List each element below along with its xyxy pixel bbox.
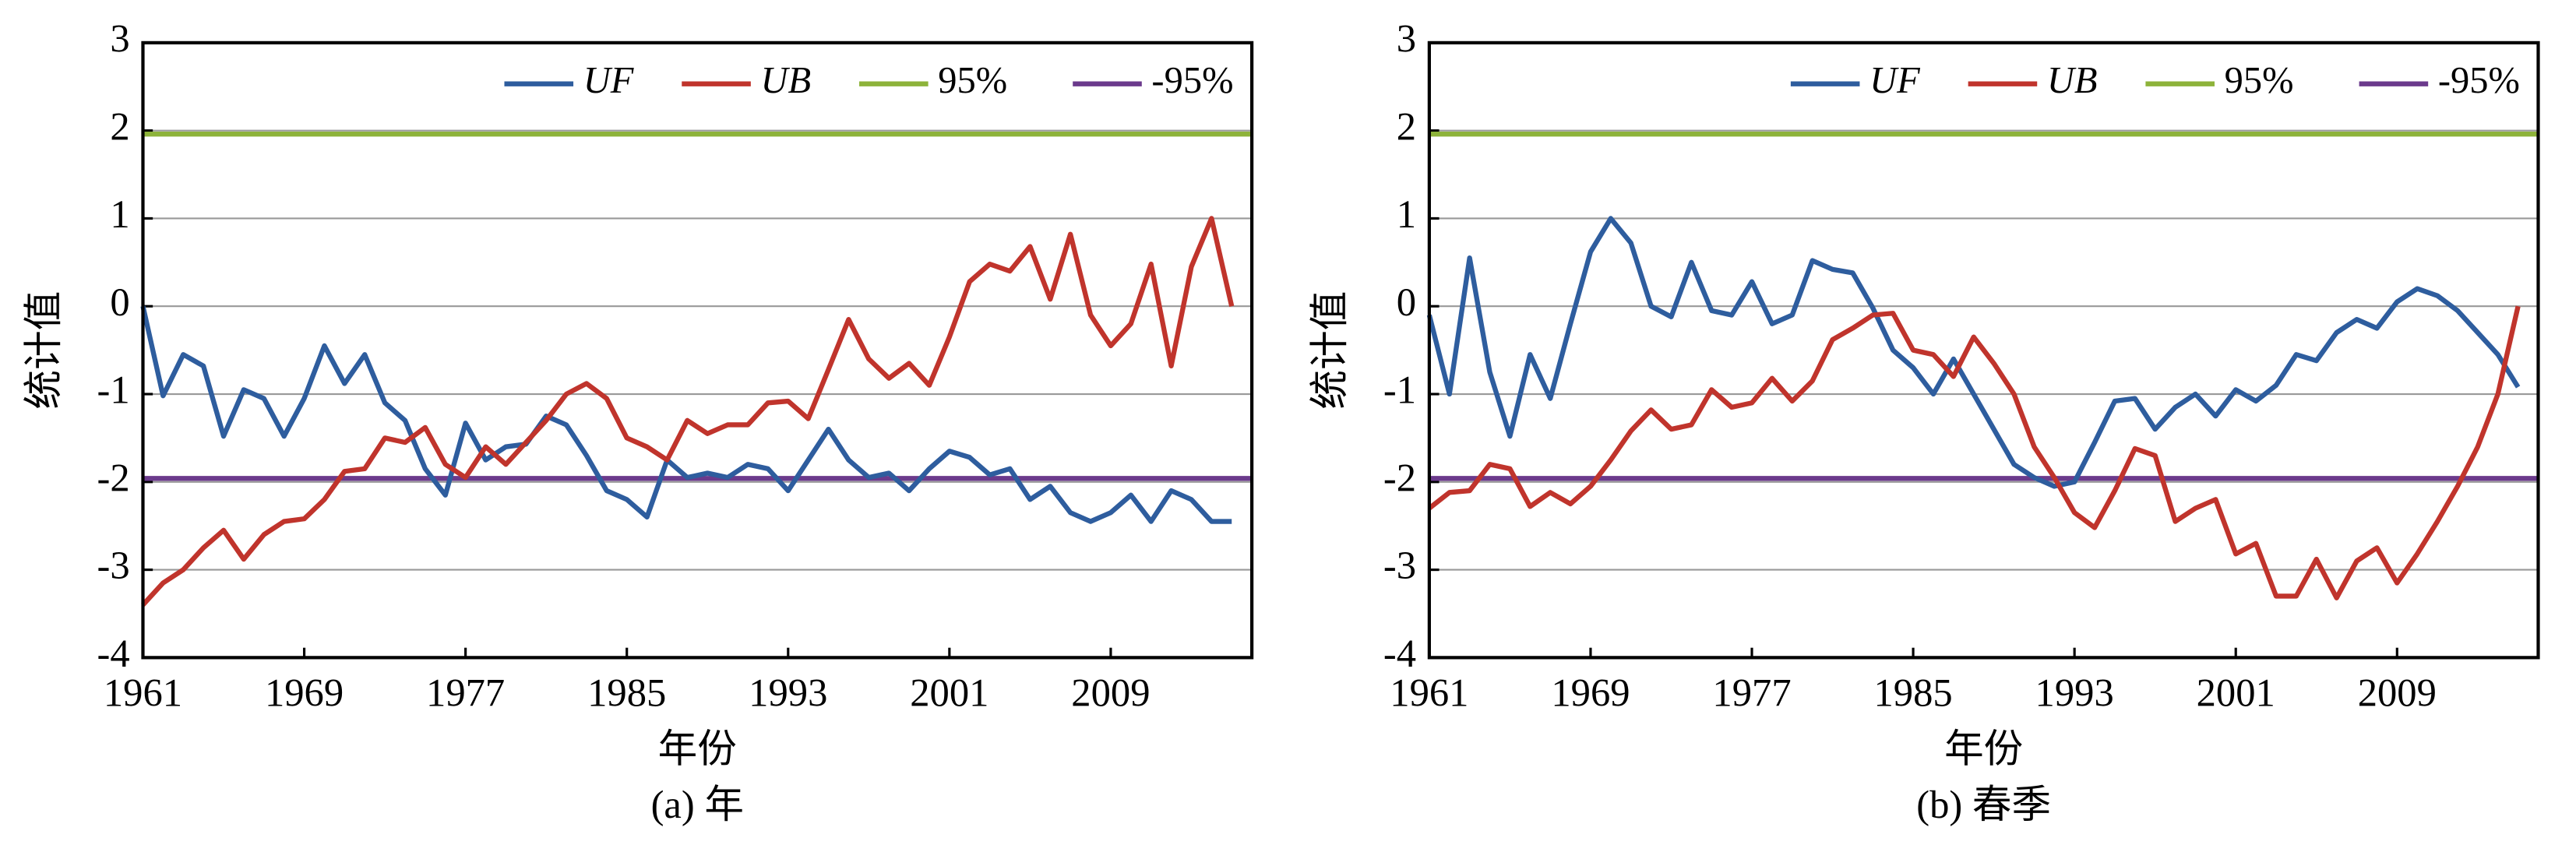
y-tick-label: 1 — [1397, 192, 1416, 236]
caption: (a) 年 — [651, 783, 744, 826]
y-tick-label: -3 — [1383, 544, 1416, 587]
legend-label: 95% — [2225, 60, 2294, 101]
x-tick-label: 1985 — [1873, 671, 1952, 715]
legend-label: UF — [1869, 60, 1921, 101]
x-axis-label: 年份 — [658, 727, 737, 770]
y-tick-label: -2 — [97, 456, 129, 499]
legend-label: -95% — [2438, 60, 2520, 101]
x-tick-label: 2009 — [1071, 671, 1150, 715]
y-tick-label: 0 — [1397, 280, 1416, 324]
data-line — [140, 305, 1232, 524]
y-tick-label: 2 — [1397, 104, 1416, 148]
caption: (b) 春季 — [1916, 783, 2051, 826]
y-tick-label: 2 — [110, 104, 129, 148]
x-tick-label: 1977 — [1712, 671, 1791, 715]
data-line — [1426, 216, 2521, 489]
x-tick-label: 2001 — [910, 671, 988, 715]
legend-label: UB — [2047, 60, 2098, 101]
y-tick-label: -1 — [97, 368, 129, 412]
legend-label: UB — [760, 60, 811, 101]
x-tick-label: 1993 — [2035, 671, 2114, 715]
y-axis-label: 统计值 — [22, 291, 65, 410]
x-axis-label: 年份 — [1944, 727, 2023, 770]
legend-label: UF — [583, 60, 635, 101]
y-tick-label: -3 — [97, 544, 129, 587]
y-tick-label: -2 — [1383, 456, 1416, 499]
x-tick-label: 1985 — [587, 671, 666, 715]
x-tick-label: 1961 — [1390, 671, 1468, 715]
x-tick-label: 2001 — [2197, 671, 2275, 715]
plot-frame — [141, 40, 1254, 660]
y-axis-label: 统计值 — [1308, 291, 1351, 410]
legend-label: -95% — [1151, 60, 1233, 101]
x-tick-label: 1993 — [749, 671, 827, 715]
y-tick-label: 1 — [110, 192, 129, 236]
legend-label: 95% — [938, 60, 1007, 101]
x-tick-label: 1969 — [265, 671, 344, 715]
y-tick-label: -1 — [1383, 368, 1416, 412]
plot-frame — [1427, 40, 2540, 660]
y-tick-label: 0 — [110, 280, 129, 324]
x-tick-label: 1977 — [426, 671, 505, 715]
chart: -4 -3 -2 -1 0 1 2 3 1961 1969 1977 1985 1993 2001 2009… — [1308, 16, 2540, 826]
x-tick-label: 1961 — [104, 671, 182, 715]
y-tick-label: -4 — [97, 632, 129, 675]
x-tick-label: 1969 — [1551, 671, 1630, 715]
data-line — [1427, 305, 2521, 600]
chart: -4 -3 -2 -1 0 1 2 3 1961 1969 1977 1985 1993 2001 2009… — [22, 16, 1254, 826]
y-tick-label: 3 — [1397, 16, 1416, 60]
y-tick-label: -4 — [1383, 632, 1416, 675]
y-tick-label: 3 — [110, 16, 129, 60]
data-line — [141, 216, 1235, 607]
x-tick-label: 2009 — [2358, 671, 2437, 715]
